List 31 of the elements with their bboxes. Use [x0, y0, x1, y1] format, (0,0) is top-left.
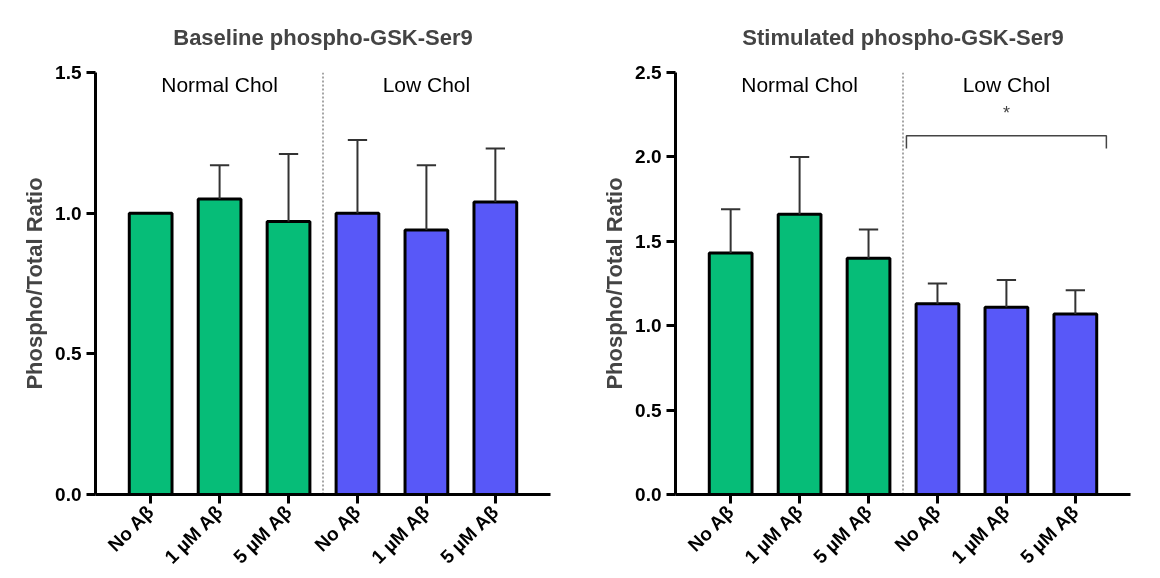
x-tick-label: 1 µM Aβ [160, 501, 227, 568]
y-axis-title: Phospho/Total Ratio [22, 177, 48, 390]
x-tick-label: 1 µM Aβ [367, 501, 434, 568]
y-tick-label: 2.0 [635, 146, 662, 168]
x-tick-label: 5 µM Aβ [229, 501, 296, 568]
annotation: Low Chol [962, 72, 1051, 96]
y-tick-label: 0.5 [635, 399, 662, 421]
y-tick-label: 0.0 [635, 484, 662, 505]
x-tick-label: No Aβ [310, 501, 365, 556]
x-tick-label: No Aβ [683, 501, 738, 556]
x-tick-label: 5 µM Aβ [809, 501, 876, 568]
annotation: Low Chol [382, 72, 471, 96]
chart-title: Stimulated phospho-GSK-Ser9 [742, 25, 1064, 50]
y-tick-label: 0.0 [55, 484, 82, 505]
x-tick-label: 1 µM Aβ [947, 501, 1014, 568]
x-tick-label: No Aβ [890, 501, 945, 556]
y-tick-label: 1.0 [55, 202, 82, 224]
annotation: Normal Chol [741, 72, 858, 96]
annotation: Normal Chol [161, 72, 278, 96]
y-tick-label: 0.5 [55, 343, 82, 365]
chart-title: Baseline phospho-GSK-Ser9 [173, 25, 473, 50]
x-tick-label: No Aβ [103, 501, 158, 556]
y-tick-label: 1.5 [55, 62, 82, 83]
y-tick-label: 1.0 [635, 315, 662, 337]
annotation: * [1002, 103, 1010, 124]
x-tick-label: 5 µM Aβ [436, 501, 503, 568]
x-tick-label: 5 µM Aβ [1016, 501, 1083, 568]
y-tick-label: 1.5 [635, 230, 662, 252]
y-tick-label: 2.5 [635, 62, 662, 83]
y-axis-title: Phospho/Total Ratio [602, 177, 628, 390]
x-tick-label: 1 µM Aβ [740, 501, 807, 568]
